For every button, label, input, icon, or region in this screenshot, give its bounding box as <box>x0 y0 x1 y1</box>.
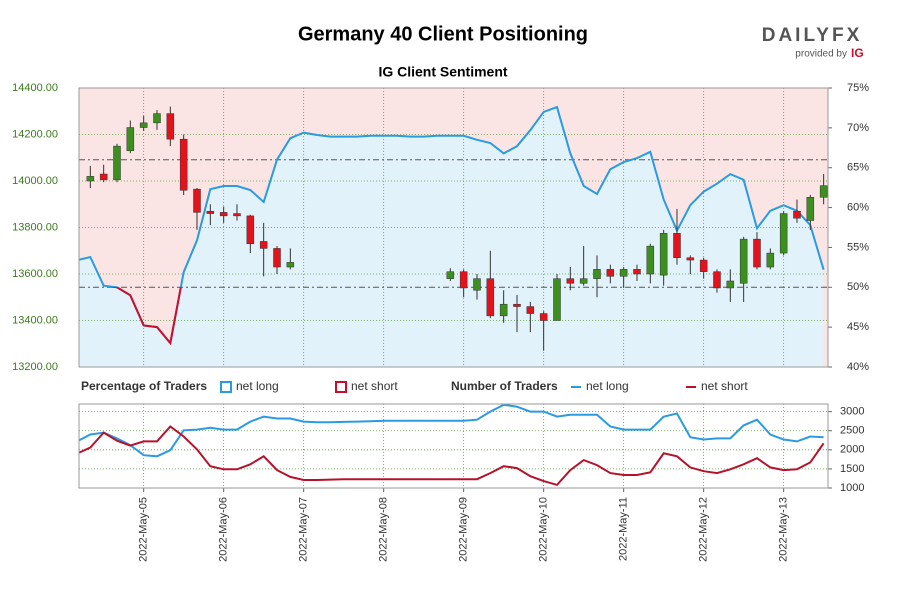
x-tick-label: 2022-May-08 <box>378 497 390 562</box>
y2-tick-label: 50% <box>847 281 869 293</box>
candle-body <box>126 127 135 152</box>
candle-body <box>819 185 828 198</box>
y-tick-label: 3000 <box>840 406 864 418</box>
candle-body <box>273 248 281 268</box>
candle-body <box>606 269 615 277</box>
candle-body <box>513 303 521 307</box>
y-tick-label: 13200.00 <box>12 361 58 373</box>
candle-body <box>806 197 815 221</box>
plot-border <box>78 87 829 368</box>
plot-border <box>78 403 829 489</box>
y2-tick-label: 40% <box>847 361 869 373</box>
y2-tick-label: 75% <box>847 82 869 94</box>
chart-subtitle: IG Client Sentiment <box>378 64 507 80</box>
candle-body <box>86 176 95 182</box>
candle-body <box>113 145 121 181</box>
legend-label: net short <box>351 379 398 393</box>
legend-label: net long <box>586 379 629 393</box>
y-tick-label: 1500 <box>840 463 864 475</box>
candle-body <box>619 269 628 277</box>
y-tick-label: 1000 <box>840 482 864 494</box>
candle-body <box>233 213 241 217</box>
candle-body <box>753 238 761 268</box>
trader-line <box>79 404 824 458</box>
x-tick-label: 2022-May-11 <box>618 497 630 561</box>
legend-label: net long <box>236 379 279 393</box>
y2-tick-label: 70% <box>847 122 869 134</box>
candle-body <box>526 306 535 314</box>
chart-title: Germany 40 Client Positioning <box>298 23 588 45</box>
candle-body <box>646 245 655 275</box>
candle-body <box>673 233 681 258</box>
candle-body <box>219 212 228 217</box>
candle-body <box>206 210 215 214</box>
traders-panel <box>79 404 828 488</box>
y-tick-label: 13400.00 <box>12 314 58 326</box>
logo: DAILYFX <box>762 25 863 46</box>
candle-body <box>193 188 201 213</box>
candle-body <box>553 278 561 321</box>
candle-body <box>99 173 108 181</box>
candle-body <box>699 259 708 272</box>
x-tick-label: 2022-May-13 <box>778 497 790 562</box>
candle-body <box>459 271 468 289</box>
candle-body <box>259 241 268 249</box>
candle-body <box>473 278 481 291</box>
candle-body <box>579 278 588 284</box>
candle-body <box>153 113 161 124</box>
legend-swatch <box>220 381 232 393</box>
provided-by: provided by <box>795 49 847 60</box>
y-tick-label: 14000.00 <box>12 175 58 187</box>
candle-body <box>793 210 801 219</box>
candle-body <box>539 313 548 321</box>
x-tick-label: 2022-May-10 <box>538 497 550 562</box>
candle-body <box>766 252 775 268</box>
legend-label: net short <box>701 379 748 393</box>
candle-body <box>179 138 188 191</box>
candle-body <box>713 271 721 289</box>
y2-tick-label: 55% <box>847 241 869 253</box>
y-tick-label: 2000 <box>840 444 864 456</box>
candle-body <box>286 262 295 268</box>
y2-tick-label: 60% <box>847 201 869 213</box>
sentiment-area <box>79 107 824 367</box>
x-tick-label: 2022-May-05 <box>138 497 150 562</box>
brand: IG <box>851 46 864 60</box>
legend-swatch <box>335 381 347 393</box>
price-panel <box>79 88 828 367</box>
candle-body <box>166 113 175 140</box>
candle-body <box>446 271 455 279</box>
legend-title: Number of Traders <box>451 379 558 393</box>
candle-body <box>139 122 148 128</box>
candle-body <box>499 303 508 317</box>
x-tick-label: 2022-May-12 <box>698 497 710 562</box>
candle-body <box>739 238 748 284</box>
x-tick-label: 2022-May-09 <box>458 497 470 562</box>
candle-body <box>566 278 575 284</box>
legend-title: Percentage of Traders <box>81 379 207 393</box>
y2-tick-label: 65% <box>847 162 869 174</box>
candle-body <box>593 269 601 279</box>
x-tick-label: 2022-May-07 <box>298 497 310 562</box>
y-tick-label: 13600.00 <box>12 268 58 280</box>
y-tick-label: 13800.00 <box>12 221 58 233</box>
candle-body <box>486 278 495 317</box>
candle-body <box>246 215 255 245</box>
y-tick-label: 2500 <box>840 425 864 437</box>
candle-body <box>633 269 641 275</box>
plot-background <box>79 404 828 488</box>
y-tick-label: 14200.00 <box>12 128 58 140</box>
trader-line <box>79 425 825 487</box>
y2-tick-label: 45% <box>847 321 869 333</box>
x-tick-label: 2022-May-06 <box>218 497 230 562</box>
candle-body <box>686 257 695 261</box>
candle-body <box>779 213 788 254</box>
candle-body <box>726 280 735 289</box>
candle-body <box>659 233 668 276</box>
sentiment-line <box>79 105 825 346</box>
y-tick-label: 14400.00 <box>12 82 58 94</box>
